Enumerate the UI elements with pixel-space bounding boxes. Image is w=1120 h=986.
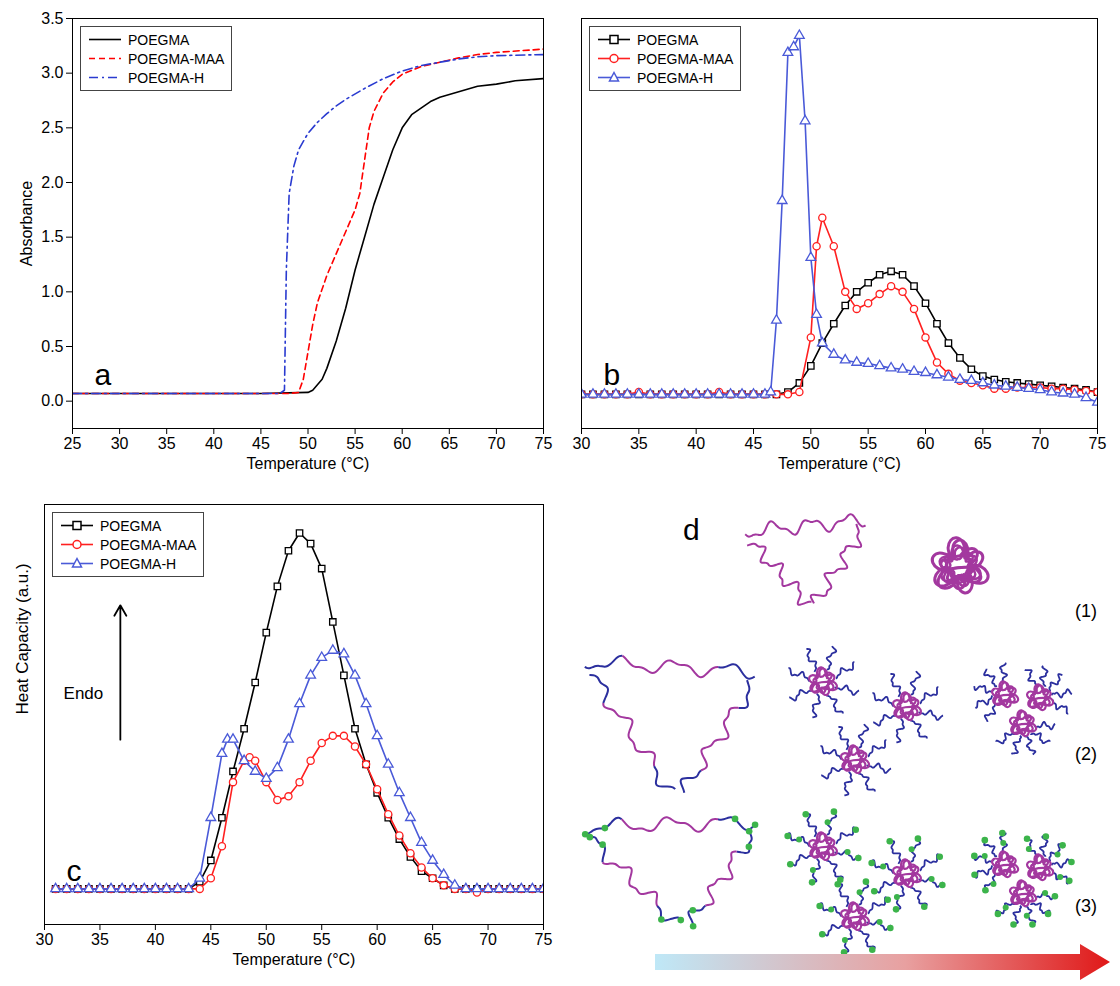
svg-text:70: 70	[488, 435, 506, 452]
svg-text:60: 60	[917, 435, 935, 452]
svg-text:45: 45	[202, 931, 220, 948]
svg-text:75: 75	[1089, 435, 1107, 452]
svg-text:Endo: Endo	[64, 684, 104, 703]
svg-text:25: 25	[64, 435, 82, 452]
svg-text:60: 60	[368, 931, 386, 948]
svg-text:3.5: 3.5	[41, 10, 63, 27]
svg-text:a: a	[95, 358, 112, 391]
svg-text:30: 30	[111, 435, 129, 452]
svg-text:70: 70	[1031, 435, 1049, 452]
html-text:POEGMA-MAA: POEGMA-MAA	[637, 50, 734, 67]
svg-text:1.0: 1.0	[41, 283, 63, 300]
svg-text:30: 30	[36, 931, 54, 948]
svg-text:(3): (3)	[1075, 896, 1097, 916]
svg-text:0.0: 0.0	[41, 392, 63, 409]
html-text:POEGMA-MAA: POEGMA-MAA	[128, 50, 225, 67]
svg-text:2.5: 2.5	[41, 119, 63, 136]
svg-text:1.5: 1.5	[41, 228, 63, 245]
svg-text:70: 70	[479, 931, 497, 948]
svg-text:35: 35	[91, 931, 109, 948]
svg-text:55: 55	[859, 435, 877, 452]
svg-text:60: 60	[393, 435, 411, 452]
svg-text:35: 35	[630, 435, 648, 452]
svg-text:45: 45	[252, 435, 270, 452]
svg-text:65: 65	[974, 435, 992, 452]
svg-text:Heat Capacity (a.u.): Heat Capacity (a.u.)	[13, 563, 32, 714]
svg-text:50: 50	[257, 931, 275, 948]
svg-text:Absorbance: Absorbance	[18, 181, 35, 266]
svg-text:40: 40	[146, 931, 164, 948]
svg-text:45: 45	[745, 435, 763, 452]
svg-text:Temperature (°C): Temperature (°C)	[778, 455, 901, 472]
svg-text:50: 50	[802, 435, 820, 452]
html-text:POEGMA-H: POEGMA-H	[637, 69, 714, 86]
html-text:POEGMA: POEGMA	[100, 517, 162, 534]
svg-text:3.0: 3.0	[41, 64, 63, 81]
svg-text:30: 30	[573, 435, 591, 452]
svg-text:75: 75	[535, 931, 553, 948]
svg-text:55: 55	[313, 931, 331, 948]
svg-text:Temperature (°C): Temperature (°C)	[233, 951, 356, 968]
svg-text:d: d	[683, 513, 700, 546]
svg-text:(2): (2)	[1075, 744, 1097, 764]
svg-text:75: 75	[535, 435, 553, 452]
html-text:POEGMA: POEGMA	[128, 31, 190, 48]
html-text:POEGMA-H: POEGMA-H	[128, 69, 205, 86]
svg-text:50: 50	[299, 435, 317, 452]
svg-text:b: b	[604, 358, 621, 391]
svg-text:c: c	[67, 854, 82, 887]
svg-text:40: 40	[205, 435, 223, 452]
svg-text:(1): (1)	[1075, 601, 1097, 621]
html-text:POEGMA-MAA: POEGMA-MAA	[100, 536, 197, 553]
svg-text:0.5: 0.5	[41, 338, 63, 355]
svg-text:55: 55	[346, 435, 364, 452]
html-text:POEGMA-H: POEGMA-H	[100, 555, 177, 572]
svg-text:65: 65	[440, 435, 458, 452]
svg-text:Temperature (°C): Temperature (°C)	[247, 455, 370, 472]
svg-text:2.0: 2.0	[41, 174, 63, 191]
html-text:POEGMA: POEGMA	[637, 31, 699, 48]
svg-text:65: 65	[424, 931, 442, 948]
svg-text:40: 40	[687, 435, 705, 452]
svg-text:35: 35	[158, 435, 176, 452]
